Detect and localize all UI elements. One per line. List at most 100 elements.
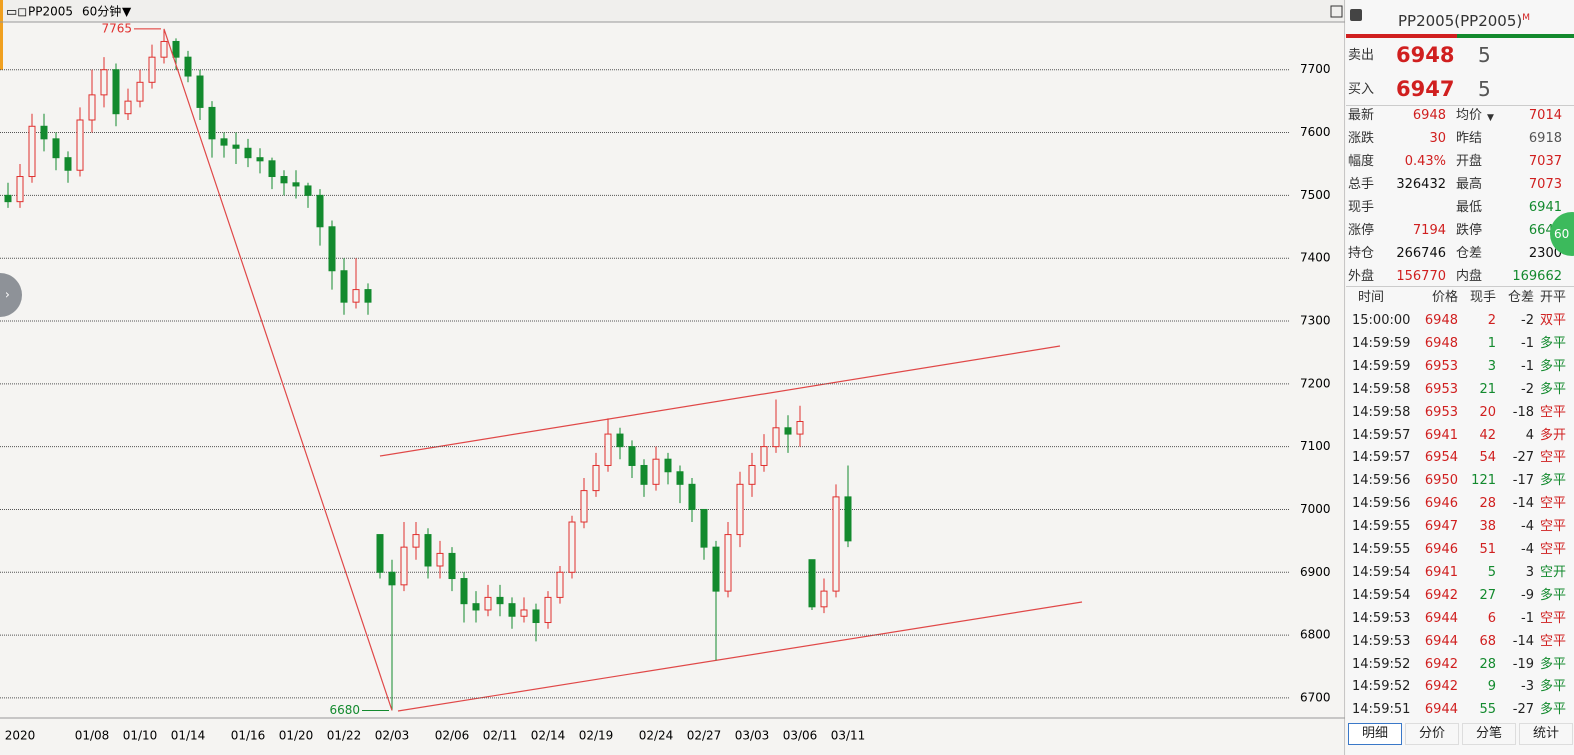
trade-type: 空平	[1540, 450, 1567, 466]
stat-value: 7194	[1412, 223, 1446, 238]
candle-body	[280, 176, 288, 184]
trade-price: 6942	[1424, 679, 1458, 695]
stat-label: 持仓	[1348, 246, 1375, 261]
trade-type: 多平	[1540, 702, 1567, 718]
trade-type: 多开	[1540, 427, 1567, 443]
trade-diff: -14	[1512, 496, 1534, 512]
trade-time: 14:59:56	[1352, 496, 1411, 512]
x-tick-label: 02/03	[375, 729, 410, 743]
candle-body	[196, 75, 204, 108]
symbol[interactable]: PP2005	[28, 5, 73, 19]
period-dropdown[interactable]: ▼	[122, 5, 132, 19]
trade-type: 多平	[1540, 656, 1567, 672]
side-toggle[interactable]	[0, 273, 22, 317]
candle-body	[100, 69, 108, 96]
stat-label: 内盘	[1456, 269, 1483, 284]
trade-price: 6948	[1424, 313, 1458, 328]
candle-body	[400, 546, 408, 586]
quote-panel: PP2005(PP2005)M 卖出 6948 5 买入 6947 5 最新 6948 均价 701…	[1346, 0, 1574, 755]
candle-body	[844, 496, 852, 542]
annotation-high: 7765	[101, 21, 132, 35]
stat-label: 跌停	[1456, 223, 1483, 238]
y-tick-label: 7600	[1300, 125, 1331, 139]
tab[interactable]: 统计	[1519, 723, 1573, 745]
candle-body	[448, 552, 456, 580]
candle-body	[712, 546, 720, 592]
candle-body	[640, 464, 648, 485]
candle-body	[604, 433, 612, 466]
trade-volume: 1	[1487, 335, 1496, 351]
candle-body	[508, 603, 516, 617]
trade-type: 空平	[1540, 496, 1567, 512]
trade-price: 6946	[1424, 542, 1458, 557]
y-tick-label: 7000	[1300, 502, 1331, 516]
title-mark: M	[1522, 13, 1530, 23]
stat-value: 0.43%	[1404, 154, 1446, 169]
stat-label: 现手	[1348, 200, 1375, 215]
trend-line	[397, 601, 1083, 712]
column-header: 仓差	[1507, 290, 1534, 305]
trade-diff: -1	[1521, 610, 1534, 626]
trade-volume: 54	[1479, 450, 1496, 466]
trade-volume: 42	[1479, 427, 1496, 443]
x-tick-label: 02/24	[639, 729, 674, 743]
trade-time: 14:59:55	[1352, 542, 1411, 557]
trade-type: 多平	[1540, 679, 1567, 695]
bar-red	[1346, 34, 1457, 38]
stat-value: 6948	[1412, 108, 1446, 123]
column-header: 现手	[1469, 290, 1496, 305]
divider	[1346, 286, 1574, 287]
trade-time: 14:59:51	[1352, 702, 1411, 718]
stat-value: 6918	[1528, 131, 1562, 146]
candle-body	[4, 194, 12, 203]
candle-body	[808, 559, 816, 608]
maximize[interactable]	[1330, 5, 1343, 18]
quote-title: PP2005(PP2005)M	[1398, 12, 1530, 30]
x-tick-label: 2020	[5, 729, 36, 743]
trade-diff: -4	[1521, 519, 1534, 535]
y-tick-label: 6900	[1300, 565, 1331, 579]
stat-value: 326432	[1396, 177, 1446, 192]
candle-body	[184, 56, 192, 77]
trade-diff: -1	[1521, 335, 1534, 351]
candle-body	[172, 40, 180, 58]
candle-body	[256, 157, 264, 162]
stat-label: 开盘	[1456, 154, 1483, 169]
trade-diff: -18	[1512, 404, 1534, 420]
tab[interactable]: 明细	[1348, 723, 1402, 745]
x-tick-label: 01/08	[75, 729, 110, 743]
stat-value: 7014	[1528, 108, 1562, 123]
tab[interactable]: 分价	[1405, 723, 1459, 745]
edge-marker	[0, 0, 3, 70]
candle-body	[832, 496, 840, 592]
toolbar-icon[interactable]: ▭◻	[6, 5, 27, 19]
trade-type: 空平	[1540, 542, 1567, 557]
candle-body	[52, 138, 60, 159]
candle-body	[64, 157, 72, 171]
tab[interactable]: 分笔	[1462, 723, 1516, 745]
trade-volume: 55	[1479, 702, 1496, 718]
period[interactable]: 60分钟	[82, 4, 121, 19]
candle-body	[736, 483, 744, 536]
candle-body	[784, 427, 792, 435]
candle-body	[772, 427, 780, 448]
bar-green	[1457, 34, 1574, 38]
trade-volume: 21	[1479, 381, 1496, 397]
trade-diff: -19	[1512, 656, 1534, 672]
minimize[interactable]	[1350, 9, 1362, 21]
y-tick-label: 7500	[1300, 188, 1331, 202]
trade-price: 6946	[1424, 496, 1458, 512]
trade-volume: 5	[1487, 564, 1496, 580]
trade-volume: 68	[1479, 633, 1496, 649]
candle-body	[88, 94, 96, 121]
trade-time: 14:59:52	[1352, 679, 1411, 695]
annotation-low: 6680	[329, 703, 360, 717]
trade-time: 15:00:00	[1352, 313, 1411, 328]
side-toggle-icon[interactable]: ›	[5, 288, 10, 302]
x-tick-label: 01/22	[327, 729, 362, 743]
trade-time: 14:59:54	[1352, 587, 1411, 603]
stat-value: 2300	[1528, 246, 1562, 261]
candle-body	[136, 81, 144, 102]
candle-body	[328, 226, 336, 272]
x-tick-label: 01/20	[279, 729, 314, 743]
